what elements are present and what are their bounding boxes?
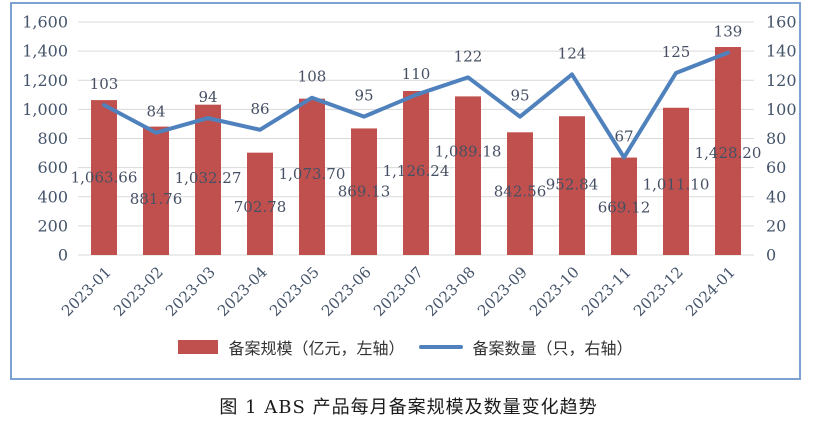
bar-value-label: 702.78 (234, 198, 287, 216)
bar (663, 107, 689, 255)
left-axis-tick-label: 200 (37, 216, 68, 235)
line-value-label: 67 (614, 127, 633, 145)
x-axis-tick-label: 2023-01 (58, 263, 115, 320)
legend-item-line-series: 备案数量（只，右轴） (418, 335, 633, 359)
line-value-label: 95 (354, 87, 373, 105)
right-axis-tick-label: 0 (766, 246, 776, 265)
x-axis-tick-label: 2023-11 (578, 263, 635, 320)
right-axis-tick-label: 140 (766, 42, 797, 61)
bar-value-label: 1,126.24 (383, 162, 450, 180)
bar-value-label: 1,063.66 (71, 169, 138, 187)
bar (455, 96, 481, 256)
bar-value-label: 869.13 (338, 183, 391, 201)
x-axis-tick-label: 2023-09 (474, 263, 531, 320)
left-axis-tick-label: 1,200 (22, 71, 68, 90)
right-axis-tick-label: 120 (766, 71, 797, 90)
bar-value-label: 952.84 (546, 176, 599, 194)
bar-value-label: 1,428.20 (695, 144, 762, 162)
x-axis-tick-label: 2023-07 (370, 263, 427, 320)
bar-value-label: 1,011.10 (643, 175, 710, 193)
left-axis-tick-label: 1,400 (22, 42, 68, 61)
x-axis-tick-label: 2023-05 (266, 263, 323, 320)
bar (715, 47, 741, 256)
bar (299, 98, 325, 255)
bar-value-label: 669.12 (598, 198, 651, 216)
legend-label-bar-series: 备案规模（亿元，左轴） (228, 339, 405, 358)
line-value-label: 125 (662, 43, 691, 61)
line-series (102, 50, 730, 160)
right-axis-tick-label: 160 (766, 13, 797, 32)
line-value-label: 139 (714, 23, 743, 41)
x-axis-tick-label: 2023-04 (214, 263, 271, 320)
left-axis-tick-label: 1,600 (22, 13, 68, 32)
left-axis-tick-label: 800 (37, 129, 68, 148)
bar (195, 104, 221, 255)
right-axis-tick-label: 60 (766, 158, 786, 177)
x-axis-tick-label: 2024-01 (682, 263, 739, 320)
x-axis-tick-label: 2023-06 (318, 263, 375, 320)
right-axis-tick-label: 80 (766, 129, 786, 148)
chart-frame: 1,600 160 1,400 140 1,200 120 1,000 100 800 80 600… (10, 2, 801, 380)
x-axis-tick-label: 2023-03 (162, 263, 219, 320)
bar (559, 116, 585, 255)
x-axis-tick-label: 2023-08 (422, 263, 479, 320)
bar-series-swatch-icon (178, 340, 219, 354)
left-axis-tick-label: 0 (58, 246, 68, 265)
legend-label-line-series: 备案数量（只，右轴） (472, 339, 633, 358)
figure-caption: 图 1 ABS 产品每月备案规模及数量变化趋势 (219, 397, 598, 418)
legend-item-bar-series: 备案规模（亿元，左轴） (178, 335, 405, 359)
line-value-label: 84 (146, 103, 165, 121)
x-axis-tick-label: 2023-10 (526, 263, 583, 320)
bar-value-label: 881.76 (130, 190, 183, 208)
left-axis-tick-label: 600 (37, 158, 68, 177)
bar (611, 157, 637, 255)
line-series-swatch-icon (418, 344, 463, 350)
chart-legend: 备案规模（亿元，左轴） 备案数量（只，右轴） (12, 322, 799, 372)
line-value-label: 94 (198, 88, 217, 106)
line-value-label: 124 (558, 44, 587, 62)
bar-value-label: 1,073.70 (279, 165, 346, 183)
line-value-label: 108 (298, 68, 327, 86)
bar-value-label: 842.56 (494, 183, 547, 201)
bar (143, 126, 169, 256)
right-axis-tick-label: 40 (766, 187, 786, 206)
line-value-label: 95 (510, 87, 529, 105)
bar (507, 132, 533, 255)
x-axis-tick-label: 2023-02 (110, 263, 167, 320)
bar (403, 90, 429, 255)
left-axis-tick-label: 1,000 (22, 100, 68, 119)
line-value-label: 103 (90, 75, 119, 93)
bar (247, 152, 273, 255)
left-axis-tick-label: 400 (37, 187, 68, 206)
right-axis-tick-label: 20 (766, 216, 786, 235)
line-value-label: 110 (402, 65, 431, 83)
line-value-label: 86 (250, 100, 269, 118)
x-axis-tick-label: 2023-12 (630, 263, 687, 320)
right-axis-tick-label: 100 (766, 100, 797, 119)
line-value-label: 122 (454, 47, 483, 65)
bar (91, 100, 117, 255)
bar (351, 128, 377, 255)
bar-value-label: 1,089.18 (435, 143, 502, 161)
bar-value-label: 1,032.27 (175, 169, 242, 187)
